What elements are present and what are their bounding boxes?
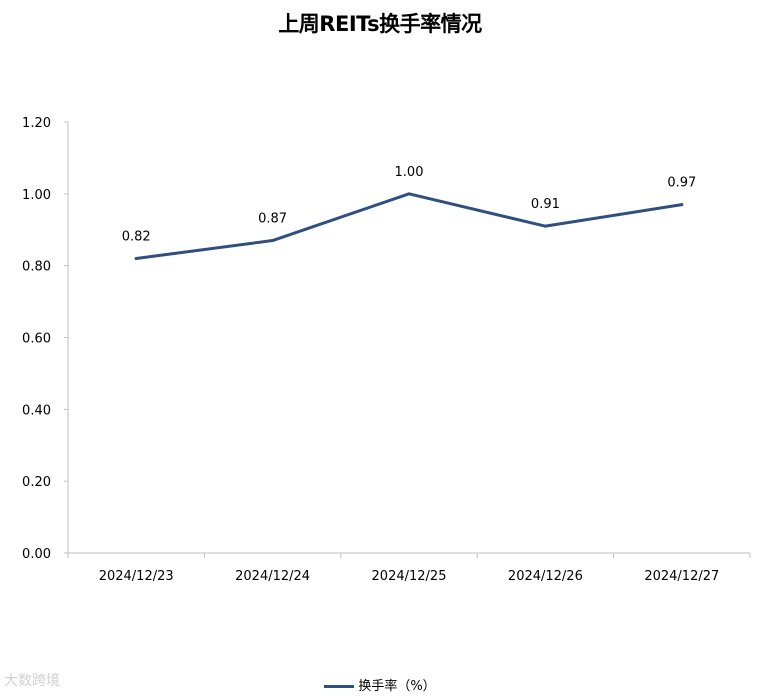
data-label: 0.82 (122, 229, 151, 244)
y-axis-ticks: 0.00 0.20 0.40 0.60 0.80 1.00 1.20 (22, 116, 68, 562)
watermark: 大数跨境 (4, 673, 60, 689)
chart-title: 上周REITs换手率情况 (278, 12, 482, 36)
y-tick-label: 0.80 (22, 260, 51, 275)
data-label: 1.00 (395, 165, 424, 180)
data-label: 0.97 (667, 176, 696, 191)
y-tick-label: 0.00 (22, 547, 51, 562)
data-point (680, 203, 684, 207)
data-label: 0.91 (531, 197, 560, 212)
x-tick-label: 2024/12/24 (235, 569, 310, 584)
data-point (543, 224, 547, 228)
y-tick-label: 1.20 (22, 116, 51, 131)
legend-swatch (324, 685, 355, 688)
legend: 换手率（%） (0, 675, 760, 694)
x-axis-ticks: 2024/12/23 2024/12/24 2024/12/25 2024/12/26… (67, 553, 751, 584)
data-label: 0.87 (258, 212, 287, 227)
y-tick-label: 1.00 (22, 188, 51, 203)
legend-label: 换手率（%） (358, 679, 436, 694)
axes (67, 122, 750, 554)
data-point (271, 239, 275, 243)
x-tick-label: 2024/12/23 (99, 569, 174, 584)
data-point (134, 256, 138, 260)
series-line (134, 192, 684, 260)
y-tick-label: 0.20 (22, 475, 51, 490)
data-labels: 0.82 0.87 1.00 0.91 0.97 (122, 165, 697, 245)
x-tick-label: 2024/12/27 (644, 569, 719, 584)
x-tick-label: 2024/12/26 (508, 569, 583, 584)
series-group (134, 192, 684, 260)
x-tick-label: 2024/12/25 (372, 569, 447, 584)
y-tick-label: 0.60 (22, 332, 51, 347)
y-tick-label: 0.40 (22, 403, 51, 418)
data-point (407, 192, 411, 196)
